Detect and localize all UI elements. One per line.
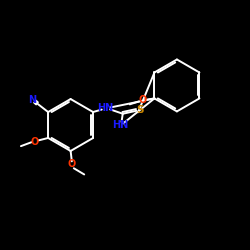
- Text: S: S: [136, 105, 143, 115]
- Text: O: O: [31, 137, 39, 147]
- Text: N: N: [28, 95, 36, 105]
- Text: HN: HN: [97, 103, 114, 113]
- Text: HN: HN: [112, 120, 128, 130]
- Text: O: O: [138, 95, 147, 105]
- Text: O: O: [68, 159, 76, 169]
